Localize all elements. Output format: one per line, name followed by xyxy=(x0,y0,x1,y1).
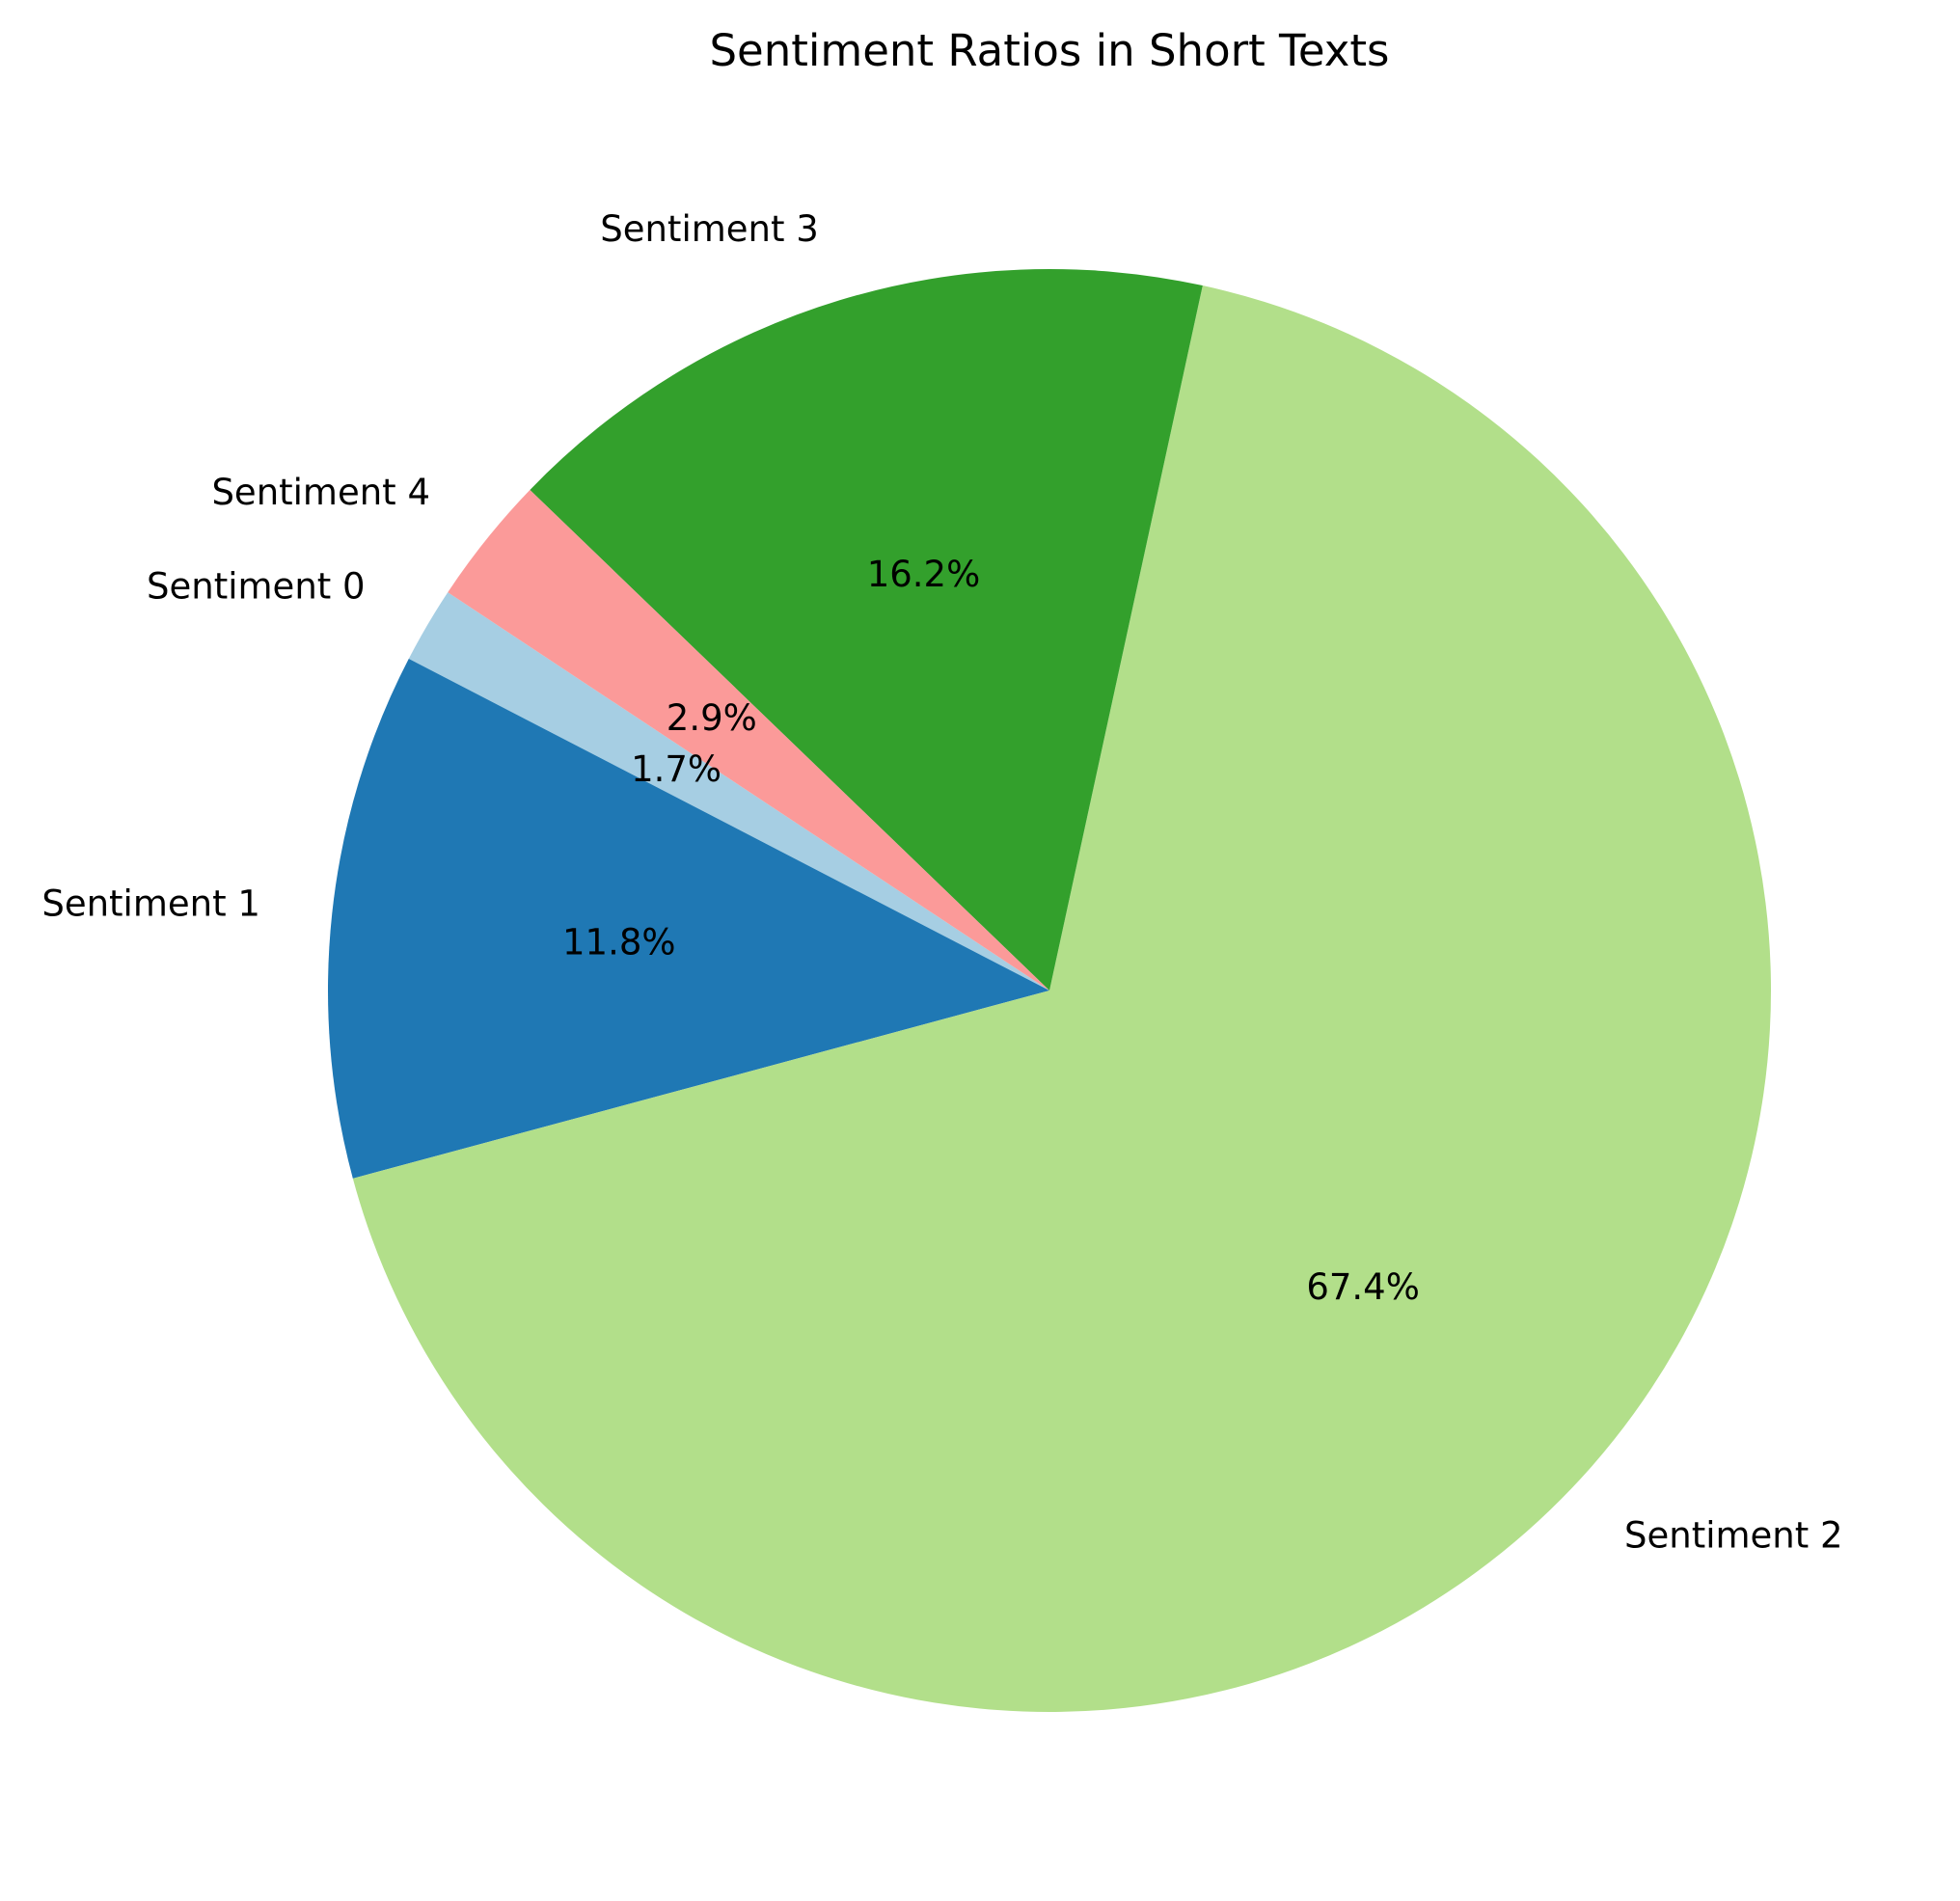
pie-slice-4 xyxy=(448,489,1049,991)
pie-slice-2 xyxy=(352,285,1772,1713)
chart-title: Sentiment Ratios in Short Texts xyxy=(709,25,1389,76)
slice-percent-4: 2.9% xyxy=(667,697,757,739)
pie-slice-1 xyxy=(328,659,1049,1179)
slice-percent-2: 67.4% xyxy=(1306,1266,1420,1308)
slice-label-0: Sentiment 0 xyxy=(147,566,366,608)
slice-percent-1: 11.8% xyxy=(562,922,676,964)
slice-label-4: Sentiment 4 xyxy=(211,472,430,513)
slice-label-2: Sentiment 2 xyxy=(1624,1515,1843,1557)
pie-slices xyxy=(328,269,1772,1713)
pie-labels: Sentiment 0 1.7% Sentiment 1 11.8% Sentiment… xyxy=(41,208,1843,1557)
pie-slice-3 xyxy=(530,269,1203,991)
slice-percent-0: 1.7% xyxy=(631,748,721,790)
slice-label-1: Sentiment 1 xyxy=(41,883,260,925)
pie-slice-0 xyxy=(408,592,1049,991)
slice-percent-3: 16.2% xyxy=(867,554,981,595)
slice-label-3: Sentiment 3 xyxy=(600,208,819,250)
